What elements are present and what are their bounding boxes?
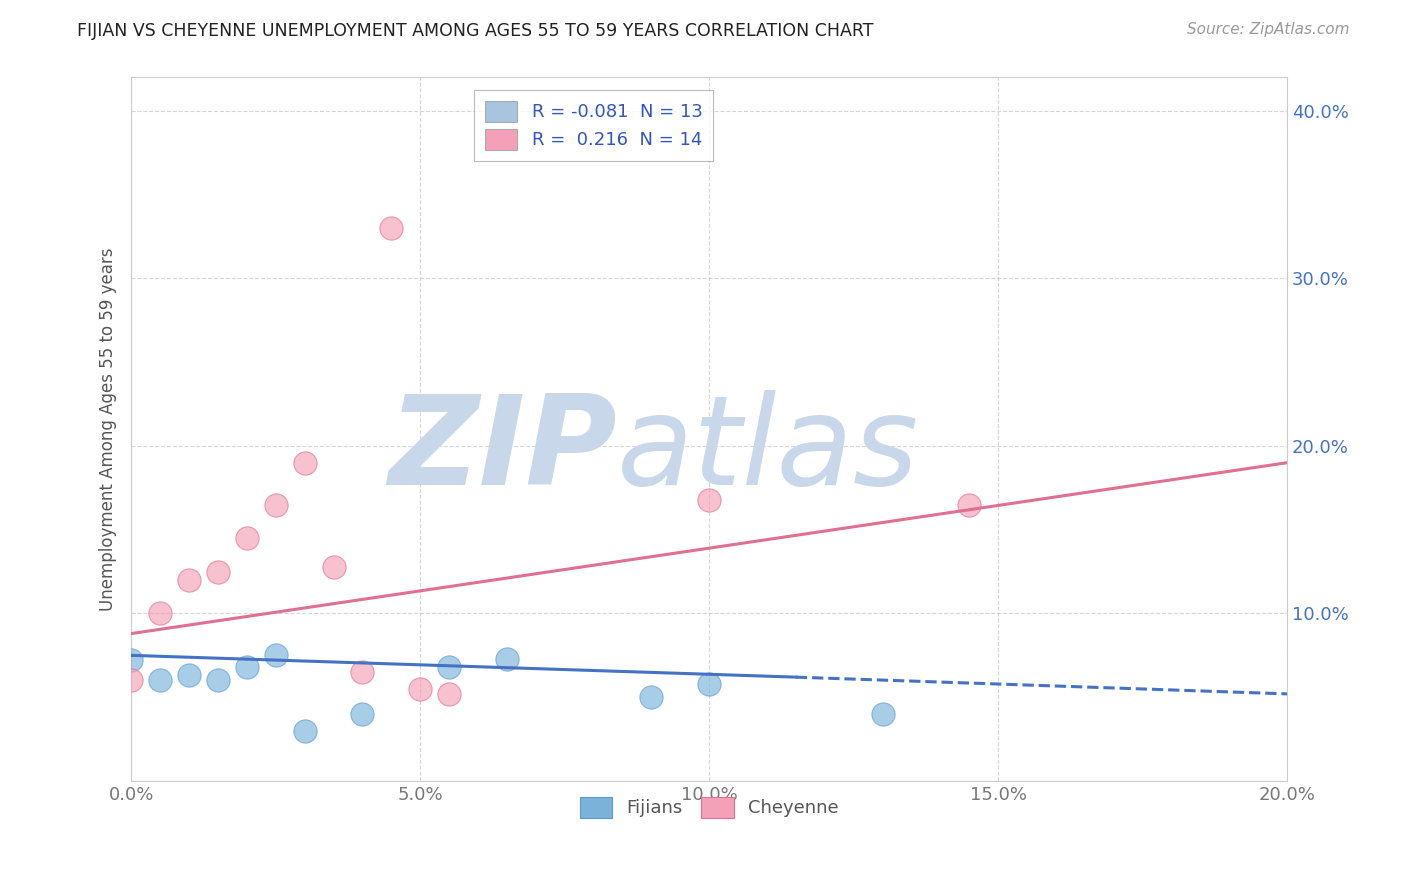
Point [697,492,720,507]
Y-axis label: Unemployment Among Ages 55 to 59 years: Unemployment Among Ages 55 to 59 years [100,247,117,611]
Point [177,573,200,587]
Point [697,677,720,691]
Point [437,687,460,701]
Point [236,531,259,545]
Point [264,648,287,663]
Legend: Fijians, Cheyenne: Fijians, Cheyenne [572,789,846,825]
Text: FIJIAN VS CHEYENNE UNEMPLOYMENT AMONG AGES 55 TO 59 YEARS CORRELATION CHART: FIJIAN VS CHEYENNE UNEMPLOYMENT AMONG AG… [77,22,875,40]
Point [380,221,402,235]
Point [872,706,894,721]
Point [207,565,229,579]
Point [149,673,172,688]
Point [149,607,172,621]
Text: ZIP: ZIP [388,390,617,511]
Point [409,681,432,696]
Point [957,498,980,512]
Point [294,723,316,738]
Text: Source: ZipAtlas.com: Source: ZipAtlas.com [1187,22,1350,37]
Point [264,498,287,512]
Point [437,660,460,674]
Point [352,665,374,679]
Point [177,668,200,682]
Text: atlas: atlas [617,390,920,511]
Point [207,673,229,688]
Point [322,559,344,574]
Point [352,706,374,721]
Point [294,456,316,470]
Point [640,690,662,705]
Point [120,653,142,667]
Point [236,660,259,674]
Point [120,673,142,688]
Point [496,651,519,665]
